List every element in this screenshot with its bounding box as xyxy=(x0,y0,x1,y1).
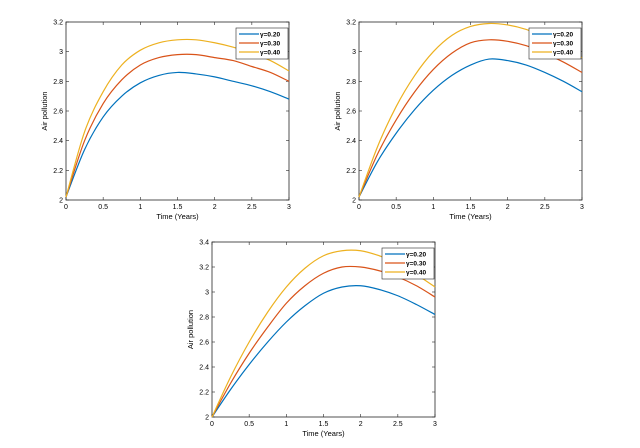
legend: γ=0.20 γ=0.30 γ=0.40 xyxy=(235,27,289,60)
x-tick-label: 1 xyxy=(284,421,288,428)
legend-label: γ=0.30 xyxy=(553,40,573,47)
y-tick-label: 3 xyxy=(59,49,63,56)
x-tick-label: 2 xyxy=(359,421,363,428)
y-tick-label: 2.4 xyxy=(53,138,63,145)
y-tick-label: 2.2 xyxy=(346,168,356,175)
legend-label: γ=0.20 xyxy=(406,251,426,258)
chart-panel-2: 0 0.5 1 1.5 2 2.5 3 2 2.2 2.4 2.6 2.8 3 3.2 Time (Year… xyxy=(333,20,584,222)
x-tick-label: 1 xyxy=(431,204,435,211)
x-tick-label: 0.5 xyxy=(98,204,108,211)
y-axis-label: Air pollution xyxy=(186,310,195,349)
y-tick-label: 3 xyxy=(205,290,209,297)
series-line-2 xyxy=(211,265,436,418)
y-tick-label: 2.8 xyxy=(53,79,63,86)
x-tick-label: 3 xyxy=(580,204,584,211)
legend-label: γ=0.40 xyxy=(260,49,280,56)
x-tick-label: 1 xyxy=(138,204,142,211)
y-tick-label: 2 xyxy=(59,198,63,205)
legend: γ=0.20 γ=0.30 γ=0.40 xyxy=(381,247,435,280)
y-tick-label: 2.6 xyxy=(53,109,63,116)
y-tick-label: 3.4 xyxy=(199,240,209,247)
x-tick-label: 1.5 xyxy=(466,204,476,211)
x-tick-label: 1.5 xyxy=(319,421,329,428)
x-axis-label: Time (Years) xyxy=(302,429,345,438)
y-tick-label: 2.4 xyxy=(346,138,356,145)
series-line-2 xyxy=(65,53,290,198)
y-tick-label: 2 xyxy=(352,198,356,205)
y-tick-label: 2.2 xyxy=(199,390,209,397)
x-axis-label: Time (Years) xyxy=(449,212,492,221)
y-tick-label: 2.6 xyxy=(199,340,209,347)
y-tick-label: 2.8 xyxy=(346,79,356,86)
series-line-3 xyxy=(65,38,290,198)
series-line-2 xyxy=(358,39,583,198)
legend: γ=0.20 γ=0.30 γ=0.40 xyxy=(528,27,582,60)
y-tick-label: 3.2 xyxy=(53,20,63,27)
legend-label: γ=0.30 xyxy=(406,260,426,267)
y-tick-label: 3.2 xyxy=(346,20,356,27)
y-tick-label: 2.4 xyxy=(199,365,209,372)
x-tick-label: 2 xyxy=(213,204,217,211)
y-tick-label: 2 xyxy=(205,415,209,422)
chart-panel-1: 0 0.5 1 1.5 2 2.5 3 2 2.2 2.4 2.6 2.8 3 3.2 Time (Year… xyxy=(40,20,291,222)
x-tick-label: 2.5 xyxy=(247,204,257,211)
legend-label: γ=0.30 xyxy=(260,40,280,47)
y-tick-label: 2.6 xyxy=(346,109,356,116)
legend-label: γ=0.20 xyxy=(260,31,280,38)
x-tick-label: 0.5 xyxy=(244,421,254,428)
x-tick-label: 2.5 xyxy=(393,421,403,428)
legend-label: γ=0.40 xyxy=(553,49,573,56)
x-tick-label: 0 xyxy=(357,204,361,211)
y-axis-label: Air pollution xyxy=(333,91,342,130)
x-tick-label: 1.5 xyxy=(173,204,183,211)
series-line-1 xyxy=(211,284,436,418)
legend-label: γ=0.20 xyxy=(553,31,573,38)
x-axis-label: Time (Years) xyxy=(156,212,199,221)
y-tick-label: 3.2 xyxy=(199,265,209,272)
x-tick-label: 0.5 xyxy=(391,204,401,211)
legend-box xyxy=(528,27,582,60)
y-axis-label: Air pollution xyxy=(40,91,49,130)
x-tick-label: 0 xyxy=(64,204,68,211)
series-line-1 xyxy=(65,71,290,198)
y-tick-label: 2.2 xyxy=(53,168,63,175)
y-tick-label: 3 xyxy=(352,49,356,56)
y-tick-label: 2.8 xyxy=(199,315,209,322)
x-tick-label: 2 xyxy=(506,204,510,211)
chart-panel-3: 0 0.5 1 1.5 2 2.5 3 2 2.2 2.4 2.6 2.8 3 3.2 3.4 Time (Y… xyxy=(186,240,437,439)
x-tick-label: 3 xyxy=(287,204,291,211)
x-tick-label: 3 xyxy=(433,421,437,428)
series-line-1 xyxy=(358,58,583,198)
legend-label: γ=0.40 xyxy=(406,269,426,276)
x-tick-label: 0 xyxy=(210,421,214,428)
x-tick-label: 2.5 xyxy=(540,204,550,211)
